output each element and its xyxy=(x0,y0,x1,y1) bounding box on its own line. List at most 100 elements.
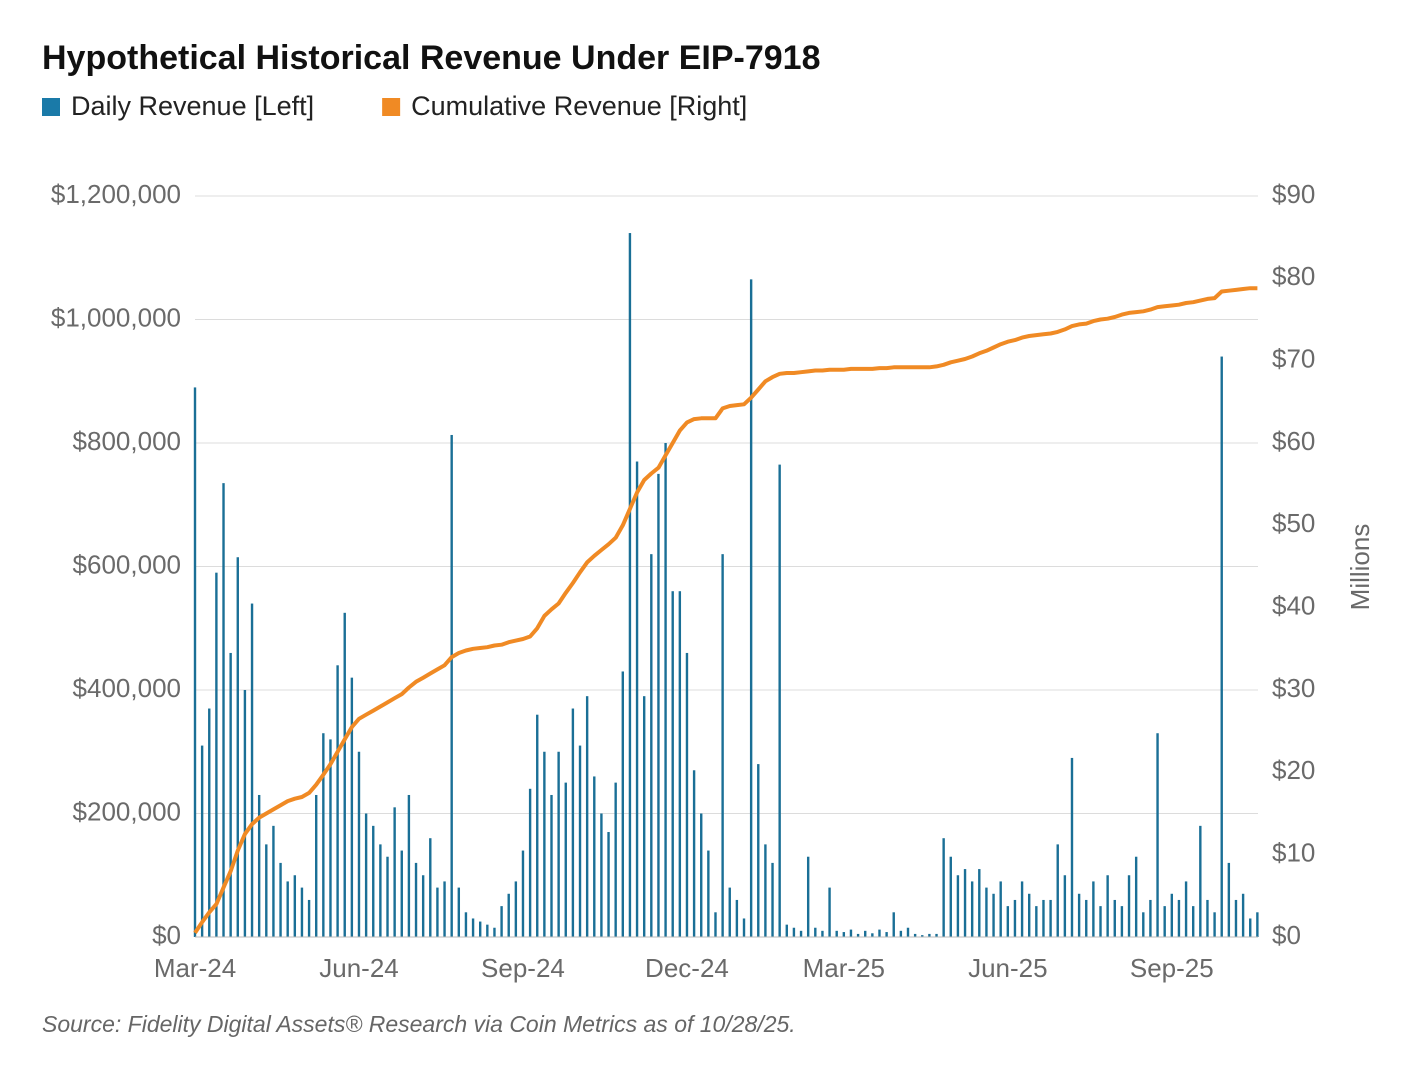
bar xyxy=(550,794,553,937)
bar xyxy=(585,696,589,937)
bar xyxy=(871,933,874,937)
chart-title: Hypothetical Historical Revenue Under EI… xyxy=(42,39,820,77)
bar xyxy=(329,739,332,937)
bar xyxy=(265,844,268,937)
bar xyxy=(906,927,910,937)
bar xyxy=(557,751,560,937)
bar xyxy=(821,930,824,937)
bar xyxy=(350,677,354,937)
bar xyxy=(257,794,261,937)
bar xyxy=(621,671,624,937)
y-tick-label: $800,000 xyxy=(73,426,181,456)
bar xyxy=(842,932,846,937)
bar xyxy=(721,554,724,937)
bar xyxy=(1213,912,1216,937)
bar xyxy=(215,572,218,937)
bar xyxy=(471,918,475,937)
bar xyxy=(322,733,325,937)
bar xyxy=(749,279,753,937)
bar xyxy=(414,862,418,937)
source-note: Source: Fidelity Digital Assets® Researc… xyxy=(42,1011,796,1037)
bar xyxy=(785,924,788,937)
bar xyxy=(543,751,546,937)
bar xyxy=(307,899,311,937)
bar xyxy=(700,813,703,937)
bar xyxy=(650,554,653,937)
y2-tick-label: $20 xyxy=(1272,755,1315,785)
bar xyxy=(642,696,646,937)
x-tick-label: Sep-24 xyxy=(481,953,565,983)
bar xyxy=(692,770,696,937)
bar xyxy=(479,921,482,937)
bar xyxy=(486,924,489,937)
bar xyxy=(336,665,339,937)
y2-tick-label: $50 xyxy=(1272,508,1315,538)
bar xyxy=(507,893,510,937)
bar xyxy=(386,856,389,937)
bar xyxy=(1256,912,1259,937)
bar xyxy=(992,893,995,937)
bar xyxy=(1249,918,1252,937)
bar xyxy=(1170,893,1174,937)
bar xyxy=(357,751,361,937)
bar xyxy=(279,862,282,937)
bar xyxy=(1028,893,1031,937)
bar xyxy=(364,813,368,937)
bar xyxy=(1184,881,1188,937)
y2-tick-label: $70 xyxy=(1272,344,1315,374)
bar xyxy=(999,881,1002,937)
bar xyxy=(393,807,396,937)
bar xyxy=(1234,899,1238,937)
bar xyxy=(379,844,382,937)
bar xyxy=(942,838,945,937)
bar xyxy=(1120,906,1124,937)
bar xyxy=(885,932,888,937)
bar xyxy=(1099,906,1102,937)
bar xyxy=(1056,844,1059,937)
bar xyxy=(1134,856,1138,937)
bar xyxy=(685,652,689,937)
y-tick-label: $1,000,000 xyxy=(51,302,181,332)
x-tick-label: Dec-24 xyxy=(645,953,729,983)
bar xyxy=(500,906,503,937)
bar xyxy=(635,461,639,937)
y2-tick-label: $40 xyxy=(1272,591,1315,621)
bar xyxy=(671,591,674,937)
bar xyxy=(1241,893,1245,937)
bar xyxy=(208,708,211,937)
y-tick-label: $0 xyxy=(152,920,181,950)
bar xyxy=(778,464,781,937)
bar xyxy=(1006,906,1010,937)
x-tick-label: Mar-24 xyxy=(154,953,236,983)
bar xyxy=(985,887,988,937)
bar xyxy=(457,887,461,937)
bar xyxy=(1106,875,1109,937)
bar xyxy=(293,875,297,937)
bar xyxy=(1049,899,1052,937)
x-tick-label: Sep-25 xyxy=(1130,953,1214,983)
bar xyxy=(286,881,289,937)
bar xyxy=(1092,881,1095,937)
bar xyxy=(1156,733,1159,937)
bar xyxy=(899,930,903,937)
bar xyxy=(421,875,425,937)
legend-swatch xyxy=(42,98,60,116)
bar xyxy=(835,930,838,937)
bar xyxy=(1177,899,1181,937)
bar xyxy=(1085,899,1088,937)
bar xyxy=(1020,881,1024,937)
bar xyxy=(450,434,453,937)
bar xyxy=(970,881,974,937)
bar xyxy=(1070,757,1074,937)
bar xyxy=(849,929,853,937)
bar xyxy=(1149,899,1152,937)
bar xyxy=(400,850,403,937)
bar xyxy=(372,825,375,937)
bar xyxy=(607,832,610,937)
bar xyxy=(1042,899,1045,937)
bar xyxy=(963,869,967,937)
bar xyxy=(771,862,774,937)
bar xyxy=(614,782,617,937)
bar xyxy=(222,483,225,937)
